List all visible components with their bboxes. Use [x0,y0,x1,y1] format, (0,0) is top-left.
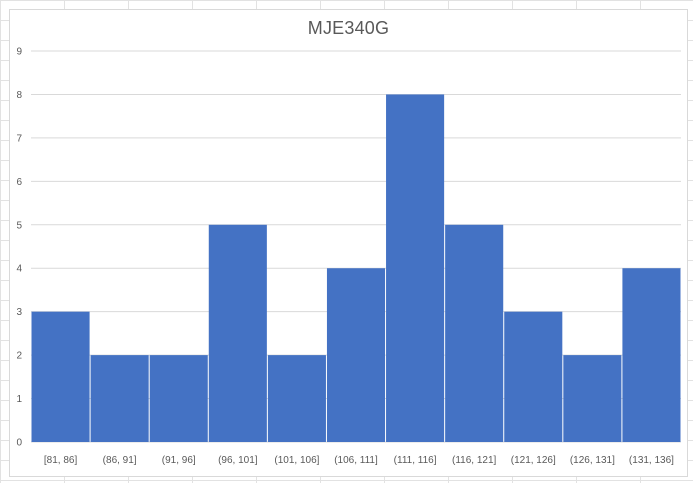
y-tick-label: 3 [16,307,22,318]
x-tick-label: (111, 116] [394,455,437,466]
x-tick-label: (96, 101] [218,455,258,466]
histogram-bar[interactable] [445,224,504,442]
histogram-bar[interactable] [563,355,622,442]
x-tick-label: (131, 136] [629,455,674,466]
y-tick-label: 8 [16,90,22,101]
y-tick-label: 2 [16,351,22,362]
x-tick-label: (126, 131] [570,455,615,466]
histogram-bar[interactable] [622,268,681,442]
y-tick-label: 4 [16,264,22,275]
y-tick-label: 5 [16,220,22,231]
x-tick-label: (101, 106] [274,455,319,466]
x-tick-label: (91, 96] [162,455,196,466]
chart-area[interactable]: MJE340G 0 1 2 3 4 5 6 7 8 9 [81, 86] (86, 91] (91, … [9,9,688,477]
x-tick-label: (116, 121] [452,455,497,466]
x-tick-label: (121, 126] [511,455,556,466]
histogram-bar[interactable] [208,224,267,442]
histogram-bar[interactable] [504,311,563,442]
y-tick-label: 9 [16,47,22,58]
y-tick-label: 7 [16,133,22,144]
y-tick-label: 1 [16,394,22,405]
histogram-bar[interactable] [326,268,386,442]
x-tick-label: (86, 91] [103,455,137,466]
x-tick-label: (106, 111] [334,455,378,466]
y-tick-label: 0 [16,438,22,449]
histogram-bar[interactable] [31,311,90,442]
bars [31,94,681,442]
y-axis-tick-labels: 0 1 2 3 4 5 6 7 8 9 [16,47,22,449]
histogram-bar[interactable] [149,355,208,442]
x-tick-label: [81, 86] [44,455,78,466]
histogram-bar[interactable] [90,355,149,442]
y-tick-label: 6 [16,177,22,188]
chart-title: MJE340G [307,18,390,38]
histogram-bar[interactable] [267,355,326,442]
histogram-bar[interactable] [386,94,445,442]
x-axis-tick-labels: [81, 86] (86, 91] (91, 96] (96, 101] (101, 1… [44,455,674,466]
plot-area: 0 1 2 3 4 5 6 7 8 9 [81, 86] (86, 91] (91, 96] (96, … [16,47,681,466]
